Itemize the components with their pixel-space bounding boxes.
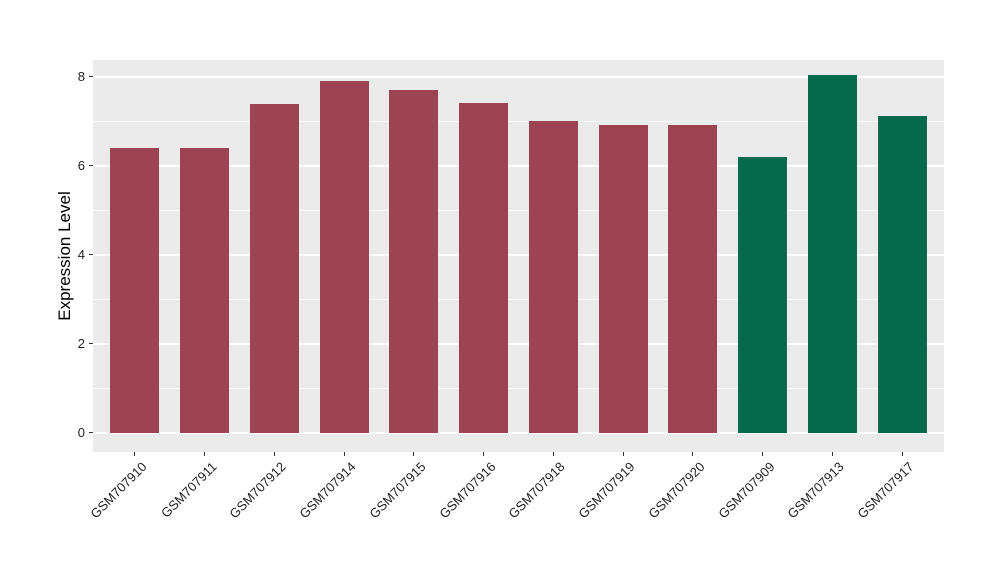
x-tick-mark: [413, 452, 415, 456]
major-gridline: [93, 164, 944, 167]
x-tick-mark: [204, 452, 206, 456]
y-tick-mark: [89, 343, 93, 345]
x-tick-label: GSM707916: [435, 459, 499, 522]
y-tick-label: 8: [77, 68, 85, 84]
bar-GSM707913: [807, 74, 857, 433]
bar-GSM707909: [738, 157, 788, 433]
major-gridline: [93, 75, 944, 78]
x-tick-label: GSM707917: [854, 459, 917, 522]
bar-GSM707912: [249, 103, 299, 433]
bar-GSM707920: [668, 124, 718, 433]
x-tick-label: GSM707910: [87, 459, 150, 522]
x-tick-label: GSM707915: [366, 459, 429, 522]
minor-gridline: [93, 387, 944, 389]
x-tick-mark: [692, 452, 694, 456]
x-tick-label: GSM707909: [715, 459, 778, 522]
y-tick-label: 4: [77, 246, 85, 262]
plot-panel: [93, 60, 944, 452]
minor-gridline: [93, 209, 944, 211]
major-gridline: [93, 253, 944, 256]
x-tick-mark: [134, 452, 136, 456]
bar-GSM707917: [877, 116, 927, 433]
x-tick-label: GSM707918: [505, 459, 568, 522]
x-tick-label: GSM707914: [296, 459, 359, 522]
bar-GSM707914: [319, 80, 369, 433]
x-tick-mark: [831, 452, 833, 456]
y-tick-mark: [89, 165, 93, 167]
x-tick-label: GSM707913: [784, 459, 847, 522]
bar-GSM707916: [459, 103, 509, 433]
x-tick-label: GSM707912: [226, 459, 289, 522]
x-tick-mark: [762, 452, 764, 456]
x-tick-mark: [343, 452, 345, 456]
x-tick-mark: [483, 452, 485, 456]
y-tick-label: 0: [77, 424, 85, 440]
bar-GSM707910: [110, 147, 160, 433]
x-tick-mark: [273, 452, 275, 456]
bar-GSM707919: [598, 124, 648, 433]
bar-GSM707918: [528, 121, 578, 433]
x-tick-mark: [552, 452, 554, 456]
x-tick-mark: [622, 452, 624, 456]
y-tick-label: 2: [77, 335, 85, 351]
bar-GSM707915: [389, 90, 439, 433]
y-tick-mark: [89, 76, 93, 78]
minor-gridline: [93, 298, 944, 300]
x-tick-mark: [901, 452, 903, 456]
x-tick-label: GSM707920: [645, 459, 708, 522]
major-gridline: [93, 342, 944, 345]
y-tick-mark: [89, 432, 93, 434]
major-gridline: [93, 431, 944, 434]
y-tick-label: 6: [77, 157, 85, 173]
y-tick-mark: [89, 254, 93, 256]
x-tick-label: GSM707919: [575, 459, 638, 522]
x-tick-label: GSM707911: [157, 459, 220, 521]
bar-GSM707911: [180, 147, 229, 433]
minor-gridline: [93, 120, 944, 122]
